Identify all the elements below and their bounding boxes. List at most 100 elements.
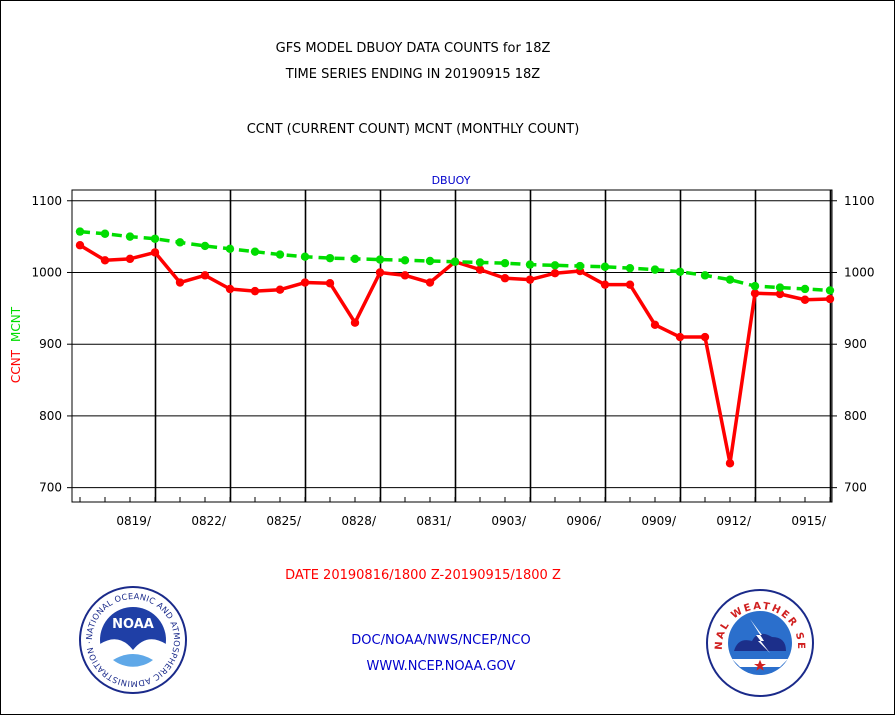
panel-label: DBUOY: [432, 174, 471, 187]
data-point-ccnt: [500, 274, 510, 283]
data-point-mcnt: [475, 258, 485, 267]
data-point-mcnt: [150, 234, 160, 243]
y-tick-label-right: 1100: [844, 194, 875, 208]
data-point-ccnt: [275, 285, 285, 294]
ylabel-ccnt: CCNT: [9, 349, 23, 383]
y-tick-label-right: 900: [844, 337, 867, 351]
y-axis-label: CCNT MCNT: [9, 306, 23, 383]
data-point-mcnt: [400, 256, 410, 265]
data-point-mcnt: [100, 229, 110, 238]
y-tick-label-right: 800: [844, 409, 867, 423]
data-point-mcnt: [575, 261, 585, 271]
data-point-ccnt: [125, 254, 135, 264]
x-tick-label: 0912/: [716, 514, 752, 528]
data-point-mcnt: [275, 250, 285, 259]
x-tick-label: 0906/: [566, 514, 602, 528]
data-point-ccnt: [400, 271, 410, 280]
nws-star-icon: [754, 659, 766, 671]
data-point-mcnt: [175, 238, 185, 247]
data-point-mcnt: [825, 286, 835, 295]
data-point-mcnt: [600, 262, 610, 271]
axis-layer: 700 700 800 800 900 900 1000 1000 1100 1100 0819/0…: [31, 189, 875, 528]
data-point-ccnt: [600, 280, 610, 289]
data-point-ccnt: [100, 256, 110, 265]
data-point-mcnt: [250, 247, 260, 256]
ylabel-mcnt: MCNT: [9, 306, 23, 342]
data-point-mcnt: [350, 254, 360, 264]
chart-subtitle: CCNT (CURRENT COUNT) MCNT (MONTHLY COUNT…: [247, 122, 580, 137]
y-tick-label-right: 1000: [844, 265, 875, 279]
data-point-mcnt: [800, 284, 810, 294]
grid-layer: [72, 190, 832, 502]
chart-title-line1: GFS MODEL DBUOY DATA COUNTS for 18Z: [276, 41, 551, 56]
ncep-url-link[interactable]: WWW.NCEP.NOAA.GOV: [367, 659, 516, 674]
data-point-mcnt: [775, 283, 785, 292]
org-label: DOC/NOAA/NWS/NCEP/NCO: [351, 633, 530, 648]
data-point-ccnt: [350, 318, 360, 327]
data-point-ccnt: [175, 278, 185, 287]
data-point-mcnt: [750, 281, 760, 291]
nws-logo: NATIONAL WEATHER SERVICE: [706, 589, 814, 697]
data-point-ccnt: [700, 332, 710, 342]
y-tick-label-left: 700: [39, 481, 62, 495]
date-range-label: DATE 20190816/1800 Z-20190915/1800 Z: [285, 568, 561, 583]
x-tick-label: 0822/: [191, 514, 227, 528]
data-point-ccnt: [775, 289, 785, 299]
data-point-mcnt: [700, 271, 710, 280]
x-tick-label: 0825/: [266, 514, 302, 528]
data-point-mcnt: [75, 227, 85, 236]
noaa-center-text: NOAA: [112, 617, 154, 632]
data-point-mcnt: [125, 232, 135, 241]
data-point-ccnt: [475, 265, 485, 274]
data-point-mcnt: [375, 255, 385, 264]
data-point-ccnt: [550, 269, 560, 278]
y-tick-label-left: 900: [39, 337, 62, 351]
data-point-ccnt: [250, 286, 260, 296]
data-point-ccnt: [825, 294, 835, 304]
x-tick-label: 0819/: [116, 514, 152, 528]
data-point-mcnt: [625, 263, 635, 273]
data-point-mcnt: [425, 256, 435, 266]
data-point-ccnt: [675, 332, 685, 342]
data-point-ccnt: [525, 275, 535, 284]
x-tick-label: 0915/: [791, 514, 827, 528]
x-tick-label: 0909/: [641, 514, 677, 528]
chart-title-line2: TIME SERIES ENDING IN 20190915 18Z: [285, 67, 541, 82]
data-point-mcnt: [450, 257, 460, 266]
data-point-mcnt: [650, 265, 660, 274]
x-tick-label: 0903/: [491, 514, 527, 528]
data-point-ccnt: [800, 295, 810, 304]
series-layer: [75, 227, 835, 468]
data-point-ccnt: [325, 279, 335, 288]
data-point-ccnt: [425, 278, 435, 287]
x-tick-label: 0831/: [416, 514, 452, 528]
data-point-mcnt: [675, 267, 685, 276]
data-point-mcnt: [525, 260, 535, 269]
data-point-ccnt: [225, 284, 235, 294]
data-point-mcnt: [325, 253, 335, 263]
y-tick-label-right: 700: [844, 481, 867, 495]
svg-text:CCNTMCNT: CCNT MCNT: [9, 306, 23, 383]
y-tick-label-left: 1000: [31, 265, 62, 279]
data-point-ccnt: [650, 320, 660, 330]
plot-frame: [71, 189, 833, 503]
data-point-mcnt: [225, 244, 235, 254]
nws-lightning-icon: [750, 619, 770, 653]
data-point-mcnt: [550, 261, 560, 270]
data-point-mcnt: [200, 241, 210, 251]
data-point-ccnt: [150, 248, 160, 257]
data-point-ccnt: [300, 278, 310, 287]
noaa-logo: NATIONAL OCEANIC AND ATMOSPHERIC ADMINIS…: [79, 586, 187, 694]
y-tick-label-left: 800: [39, 409, 62, 423]
x-tick-label: 0828/: [341, 514, 377, 528]
data-point-mcnt: [725, 275, 735, 284]
data-point-ccnt: [725, 459, 735, 468]
data-point-ccnt: [375, 268, 385, 277]
data-point-ccnt: [75, 241, 85, 250]
data-point-mcnt: [500, 258, 510, 268]
data-point-ccnt: [750, 289, 760, 298]
data-point-ccnt: [625, 280, 635, 289]
data-point-ccnt: [200, 271, 210, 280]
